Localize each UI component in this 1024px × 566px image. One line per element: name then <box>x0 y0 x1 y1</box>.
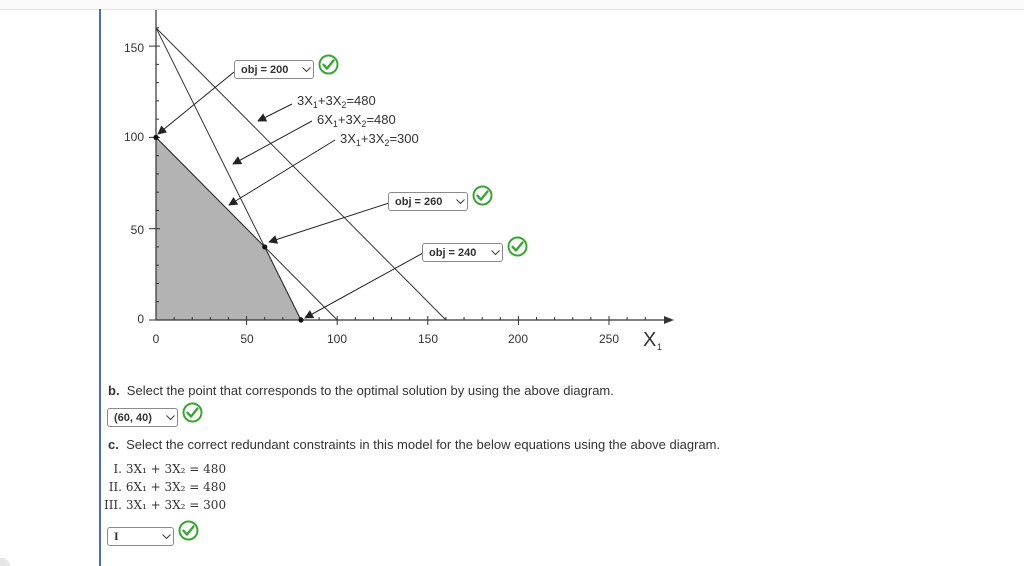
pointer-arrow <box>257 103 293 122</box>
constraint-label-1: 3X1+3X2=480 <box>297 93 376 110</box>
x-tick-label: 150 <box>418 332 438 346</box>
objective-dropdown-2[interactable]: obj = 260 <box>388 192 468 211</box>
pointer-arrow <box>157 71 235 135</box>
corner-point <box>153 134 159 140</box>
constraint-label-3: 3X1+3X2=300 <box>340 131 419 148</box>
redundant-constraint-dropdown[interactable]: I <box>107 527 174 546</box>
question-c: c. Select the correct redundant constrai… <box>108 437 720 452</box>
dropdown-value: obj = 200 <box>241 63 289 76</box>
y-tick-label: 50 <box>131 223 145 237</box>
chevron-down-icon <box>299 60 313 79</box>
pointer-arrow <box>304 252 424 319</box>
chevron-down-icon <box>163 408 177 427</box>
corner-point <box>298 317 304 323</box>
svg-text:1: 1 <box>657 342 662 352</box>
x-axis-arrow <box>664 316 674 324</box>
question-b: b. Select the point that corresponds to … <box>108 383 614 398</box>
check-circle-icon <box>507 236 528 257</box>
constraint-line-3 <box>155 137 338 321</box>
equation-item: I. 3X₁ + 3X₂ = 480 <box>113 462 227 476</box>
x-tick-label: 0 <box>153 332 160 346</box>
constraint-line-2 <box>155 27 302 321</box>
chevron-down-icon <box>453 192 467 211</box>
question-c-label: c. <box>108 437 119 452</box>
left-accent-rule <box>99 9 101 566</box>
x-tick-label: 100 <box>327 332 347 346</box>
pointer-arrow <box>228 139 336 206</box>
check-circle-icon <box>318 54 339 75</box>
objective-dropdown-1[interactable]: obj = 200 <box>234 60 314 79</box>
y-tick-label: 150 <box>124 41 144 55</box>
constraint-label-2: 6X1+3X2=480 <box>317 112 396 129</box>
objective-dropdown-3[interactable]: obj = 240 <box>422 243 503 262</box>
y-tick-label: 0 <box>137 312 144 326</box>
x-axis-label: X 1 <box>643 329 662 352</box>
chevron-down-icon <box>488 243 502 262</box>
corner-point <box>262 244 268 250</box>
dropdown-value: obj = 260 <box>395 195 443 208</box>
x-tick-label: 250 <box>599 332 619 346</box>
check-circle-icon <box>178 520 199 541</box>
check-circle-icon <box>472 185 493 206</box>
dropdown-value: (60, 40) <box>114 411 152 424</box>
optimal-point-dropdown[interactable]: (60, 40) <box>107 408 178 427</box>
corner-mark <box>0 558 10 566</box>
top-border <box>0 0 1024 10</box>
x-tick-label: 50 <box>240 332 254 346</box>
question-c-text: Select the correct redundant constraints… <box>126 437 721 452</box>
x-tick-label: 200 <box>508 332 528 346</box>
check-circle-icon <box>182 402 203 423</box>
question-b-label: b. <box>108 383 120 398</box>
y-tick-label: 100 <box>124 130 144 144</box>
pointer-arrow <box>268 202 390 244</box>
chevron-down-icon <box>159 527 173 546</box>
question-b-text: Select the point that corresponds to the… <box>126 383 614 398</box>
feasible-region <box>155 136 302 321</box>
svg-text:X: X <box>643 329 656 351</box>
pointer-arrow <box>232 120 313 165</box>
equation-item: III. 3X₁ + 3X₂ = 300 <box>103 498 227 512</box>
constraint-line-1 <box>155 27 447 321</box>
equation-item: II. 6X₁ + 3X₂ = 480 <box>108 480 227 494</box>
dropdown-value: obj = 240 <box>429 246 477 259</box>
dropdown-value: I <box>114 529 119 543</box>
